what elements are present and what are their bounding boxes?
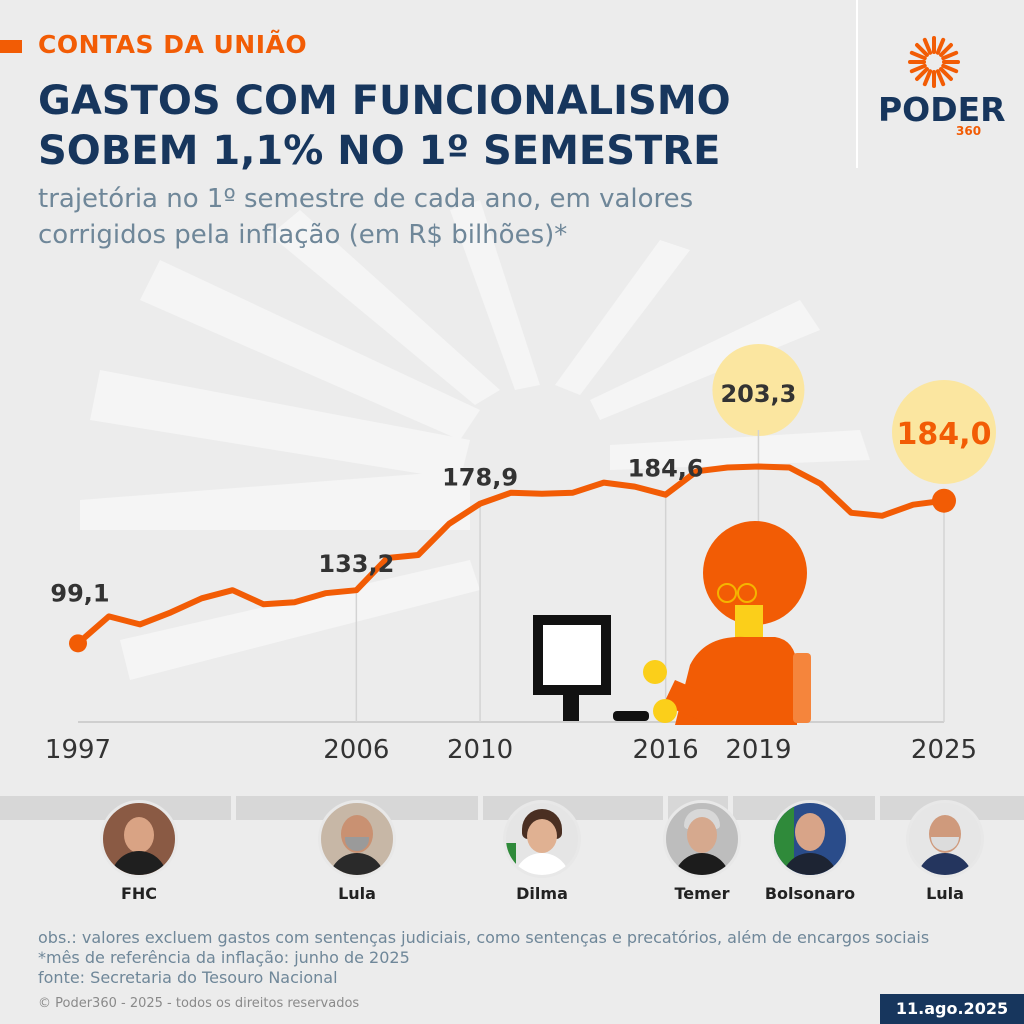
logo-ray bbox=[941, 63, 959, 74]
peak-highlight bbox=[712, 344, 805, 436]
logo-ray bbox=[939, 67, 953, 81]
kicker: CONTAS DA UNIÃO bbox=[38, 30, 308, 59]
series-line bbox=[75, 463, 947, 647]
data-label: 184,6 bbox=[628, 455, 704, 483]
subtitle: trajetória no 1º semestre de cada ano, e… bbox=[38, 181, 758, 253]
dilma-portrait bbox=[503, 800, 581, 878]
president-name: Temer bbox=[674, 884, 730, 903]
page-title: GASTOS COM FUNCIONALISMO SOBEM 1,1% NO 1… bbox=[38, 76, 838, 176]
x-tick-label: 2010 bbox=[447, 735, 513, 765]
president-name: Lula bbox=[926, 884, 964, 903]
president-bolsonaro: Bolsonaro bbox=[755, 800, 865, 903]
bolsonaro-portrait bbox=[771, 800, 849, 878]
logo-sub: 360 bbox=[956, 124, 982, 138]
data-label: 99,1 bbox=[50, 579, 109, 607]
last-value-highlight bbox=[892, 380, 996, 484]
x-tick-label: 1997 bbox=[45, 735, 111, 765]
subtitle-line-1: trajetória no 1º semestre de cada ano, e… bbox=[38, 184, 694, 214]
footnotes: obs.: valores excluem gastos com sentenç… bbox=[38, 928, 998, 988]
logo-ray bbox=[939, 43, 953, 57]
president-fhc: FHC bbox=[84, 800, 194, 903]
lula-portrait bbox=[318, 800, 396, 878]
president-name: Dilma bbox=[516, 884, 568, 903]
data-label: 203,3 bbox=[720, 380, 796, 408]
logo-text: PODER bbox=[878, 90, 1006, 129]
sun-burst-icon bbox=[908, 36, 960, 88]
logo-ray bbox=[915, 43, 929, 57]
president-dilma: Dilma bbox=[487, 800, 597, 903]
president-lula-1: Lula bbox=[302, 800, 412, 903]
president-name: Bolsonaro bbox=[764, 884, 856, 903]
poder360-logo: PODER 360 bbox=[878, 34, 1006, 144]
worker-illustration bbox=[533, 521, 811, 725]
lula-portrait bbox=[906, 800, 984, 878]
logo-ray bbox=[935, 69, 946, 87]
line-chart: 99,1 133,2 178,9 184,6 203,3 184,0 1997 2006 201… bbox=[45, 344, 996, 765]
x-tick-label: 2019 bbox=[725, 735, 791, 765]
president-lula-2: Lula bbox=[890, 800, 1000, 903]
data-label: 184,0 bbox=[897, 417, 992, 452]
copyright: © Poder360 - 2025 - todos os direitos re… bbox=[38, 996, 360, 1011]
kicker-bar bbox=[0, 40, 22, 53]
source-note: fonte: Secretaria do Tesouro Nacional bbox=[38, 968, 338, 987]
obs-note: obs.: valores excluem gastos com sentenç… bbox=[38, 928, 930, 947]
publish-date: 11.ago.2025 bbox=[880, 994, 1024, 1024]
subtitle-line-2: corrigidos pela inflação (em R$ bilhões)… bbox=[38, 220, 568, 250]
computer-icon bbox=[533, 615, 649, 721]
start-point bbox=[69, 634, 87, 653]
data-label: 178,9 bbox=[442, 464, 518, 492]
person-icon bbox=[643, 521, 811, 725]
reference-note: *mês de referência da inflação: junho de… bbox=[38, 948, 410, 967]
fhc-portrait bbox=[100, 800, 178, 878]
president-name: FHC bbox=[120, 884, 158, 903]
title-line-1: GASTOS COM FUNCIONALISMO bbox=[38, 78, 731, 124]
president-name: Lula bbox=[338, 884, 376, 903]
logo-ray bbox=[922, 37, 933, 55]
logo-ray bbox=[922, 69, 933, 87]
x-tick-label: 2006 bbox=[323, 735, 389, 765]
data-label: 133,2 bbox=[318, 550, 394, 578]
title-line-2: SOBEM 1,1% NO 1º SEMESTRE bbox=[38, 128, 721, 174]
president-temer: Temer bbox=[647, 800, 757, 903]
x-tick-label: 2025 bbox=[911, 735, 977, 765]
logo-ray bbox=[915, 67, 929, 81]
temer-portrait bbox=[663, 800, 741, 878]
end-point bbox=[932, 488, 956, 513]
logo-ray bbox=[941, 50, 959, 61]
logo-ray bbox=[935, 37, 946, 55]
header-divider bbox=[856, 0, 858, 168]
logo-ray bbox=[909, 50, 927, 61]
logo-ray bbox=[909, 63, 927, 74]
x-tick-label: 2016 bbox=[633, 735, 699, 765]
